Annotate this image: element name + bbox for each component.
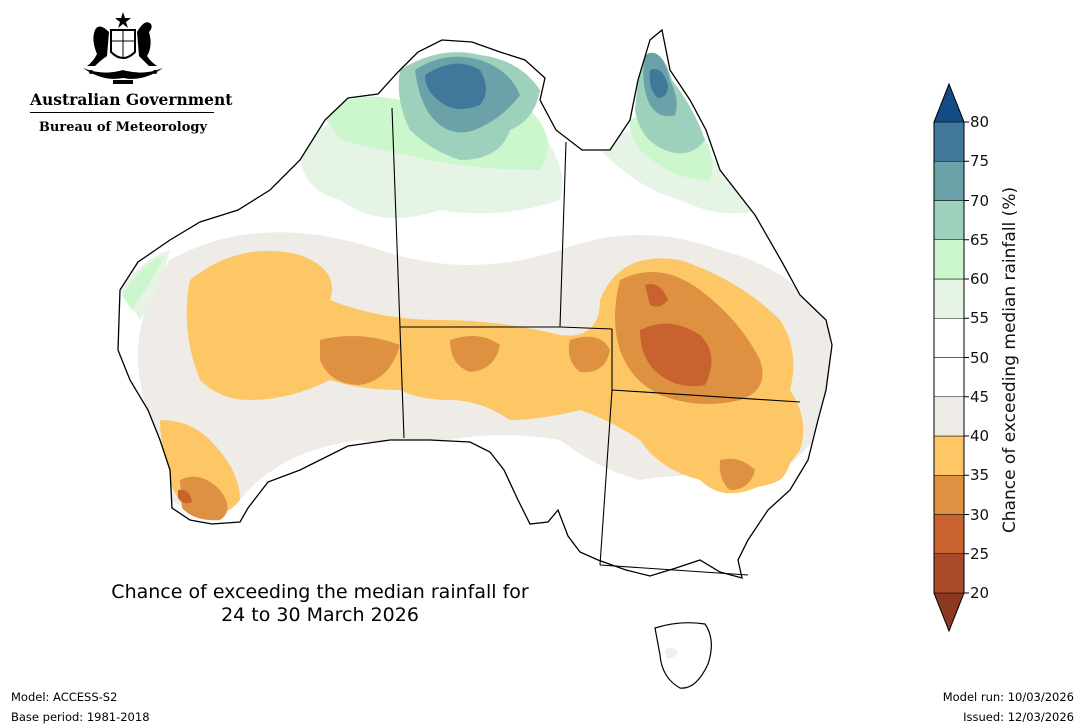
colorbar-tick-label: 30 [970,505,990,524]
colorbar-band-75-80 [933,121,965,162]
header-divider [30,112,214,113]
colorbar [933,82,969,633]
government-name: Australian Government [30,90,233,109]
colorbar-band-50-55 [933,318,965,358]
model-name: Model: ACCESS-S2 [11,690,118,704]
base-period: Base period: 1981-2018 [11,710,150,724]
colorbar-band-45-50 [933,357,965,397]
colorbar-bands [933,82,969,633]
colorbar-tick-label: 50 [970,348,990,367]
colorbar-label-text: Chance of exceeding median rainfall (%) [1000,186,1020,534]
colorbar-band-above-80 [933,83,965,123]
colorbar-tick-label: 75 [970,152,990,171]
colorbar-tick-label: 70 [970,191,990,210]
colorbar-band-65-70 [933,200,965,240]
colorbar-band-40-45 [933,396,965,437]
colorbar-tick-label: 65 [970,230,990,249]
colorbar-tick-label: 35 [970,466,990,485]
bom-logo: Australian Government Bureau of Meteorol… [28,8,233,143]
colorbar-tick-label: 25 [970,544,990,563]
colorbar-band-20-25 [933,553,965,594]
colorbar-band-70-75 [933,161,965,201]
colorbar-band-60-65 [933,239,965,280]
colorbar-band-55-60 [933,278,965,319]
map-title-line-2: 24 to 30 March 2026 [221,604,419,626]
model-run-date: Model run: 10/03/2026 [942,690,1074,704]
colorbar-tick-label: 80 [970,113,990,131]
colorbar-tick-label: 20 [970,584,990,602]
issued-date: Issued: 12/03/2026 [963,710,1074,724]
colorbar-tick-label: 40 [970,427,990,445]
colorbar-band-25-30 [933,514,965,554]
agency-name: Bureau of Meteorology [38,120,208,135]
colorbar-tick-label: 60 [970,270,990,288]
colorbar-band-35-40 [933,435,965,476]
colorbar-band-30-35 [933,475,965,515]
coat-of-arms-icon [83,12,163,84]
colorbar-tick-label: 55 [970,309,990,328]
australia-rainfall-map [117,28,833,689]
map-title-line-1: Chance of exceeding the median rainfall … [111,581,529,603]
colorbar-tick-label: 45 [970,387,990,406]
colorbar-band-below-20 [933,592,965,632]
map-title: Chance of exceeding the median rainfall … [60,581,580,627]
